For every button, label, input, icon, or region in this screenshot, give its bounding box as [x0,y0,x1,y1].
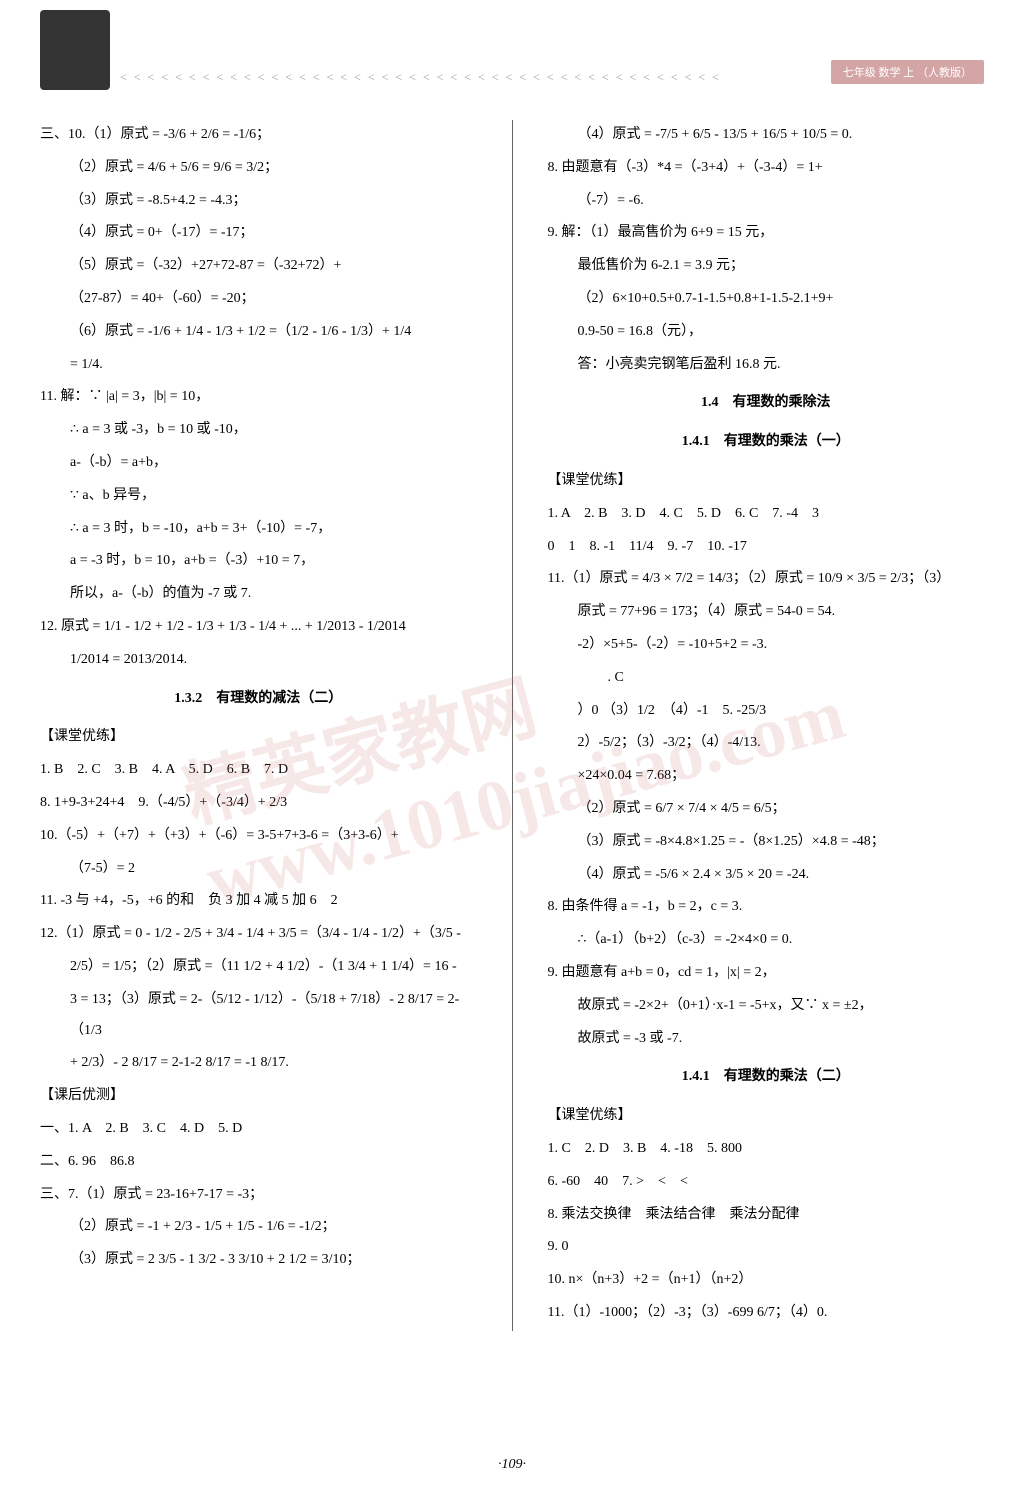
answer-line: （2）原式 = -1 + 2/3 - 1/5 + 1/5 - 1/6 = -1/… [40,1212,477,1243]
answer-line: 0 1 8. -1 11/4 9. -7 10. -17 [548,532,985,563]
answer-line: + 2/3）- 2 8/17 = 2-1-2 8/17 = -1 8/17. [40,1048,477,1079]
answer-line: （27-87）= 40+（-60）= -20； [40,284,477,315]
section-label: 【课堂优练】 [548,466,985,497]
answer-line: 8. 1+9-3+24+4 9.（-4/5）+（-3/4）+ 2/3 [40,788,477,819]
section-heading: 1.3.2 有理数的减法（二） [40,684,477,715]
answer-line: 11. -3 与 +4，-5，+6 的和 负 3 加 4 减 5 加 6 2 [40,886,477,917]
answer-line: 11. 解：∵ |a| = 3，|b| = 10， [40,382,477,413]
section-heading: 1.4.1 有理数的乘法（二） [548,1062,985,1093]
answer-line: 三、7.（1）原式 = 23-16+7-17 = -3； [40,1180,477,1211]
answer-line: 2）-5/2；（3）-3/2；（4）-4/13. [548,728,985,759]
answer-line: 12. 原式 = 1/1 - 1/2 + 1/2 - 1/3 + 1/3 - 1… [40,612,477,643]
section-heading: 1.4.1 有理数的乘法（一） [548,427,985,458]
answer-line: ∴（a-1）（b+2）（c-3）= -2×4×0 = 0. [548,925,985,956]
answer-line: = 1/4. [40,350,477,381]
answer-line: 原式 = 77+96 = 173；（4）原式 = 54-0 = 54. [548,597,985,628]
answer-line: 故原式 = -2×2+（0+1）·x-1 = -5+x，又∵ x = ±2， [548,991,985,1022]
answer-line: 1. B 2. C 3. B 4. A 5. D 6. B 7. D [40,755,477,786]
answer-line: （4）原式 = -5/6 × 2.4 × 3/5 × 20 = -24. [548,860,985,891]
answer-line: 11.（1）-1000；（2）-3；（3）-699 6/7；（4）0. [548,1298,985,1329]
answer-line: 1/2014 = 2013/2014. [40,645,477,676]
answer-line: （6）原式 = -1/6 + 1/4 - 1/3 + 1/2 =（1/2 - 1… [40,317,477,348]
section-heading: 1.4 有理数的乘除法 [548,388,985,419]
answer-line: a-（-b）= a+b， [40,448,477,479]
grade-badge: 七年级 数学 上 （人教版） [831,60,984,84]
page-number: ·109· [498,1457,526,1473]
answer-line: a = -3 时，b = 10，a+b =（-3）+10 = 7， [40,546,477,577]
answer-line: （3）原式 = 2 3/5 - 1 3/2 - 3 3/10 + 2 1/2 =… [40,1245,477,1276]
answer-line: 故原式 = -3 或 -7. [548,1024,985,1055]
answer-line: 8. 由题意有（-3）*4 =（-3+4）+（-3-4）= 1+ [548,153,985,184]
answer-line: 二、6. 96 86.8 [40,1147,477,1178]
answer-line: 1. A 2. B 3. D 4. C 5. D 6. C 7. -4 3 [548,499,985,530]
answer-line: 9. 0 [548,1232,985,1263]
answer-line: 11.（1）原式 = 4/3 × 7/2 = 14/3；（2）原式 = 10/9… [548,564,985,595]
answer-line: （4）原式 = 0+（-17）= -17； [40,218,477,249]
answer-line: ∵ a、b 异号， [40,481,477,512]
answer-line: （2）原式 = 4/6 + 5/6 = 9/6 = 3/2； [40,153,477,184]
answer-line: （3）原式 = -8×4.8×1.25 = -（8×1.25）×4.8 = -4… [548,827,985,858]
answer-line: （-7）= -6. [548,186,985,217]
answer-line: 10.（-5）+（+7）+（+3）+（-6）= 3-5+7+3-6 =（3+3-… [40,821,477,852]
left-column: 三、10.（1）原式 = -3/6 + 2/6 = -1/6； （2）原式 = … [40,120,477,1331]
answer-line: 6. -60 40 7. > < < [548,1167,985,1198]
answer-line: 所以，a-（-b）的值为 -7 或 7. [40,579,477,610]
answer-line: ）0 （3）1/2 （4）-1 5. -25/3 [548,696,985,727]
answer-line: ∴ a = 3 或 -3，b = 10 或 -10， [40,415,477,446]
answer-line: 最低售价为 6-2.1 = 3.9 元； [548,251,985,282]
section-label: 【课堂优练】 [548,1101,985,1132]
answer-line: 3 = 13；（3）原式 = 2-（5/12 - 1/12）-（5/18 + 7… [40,985,477,1047]
section-label: 【课堂优练】 [40,722,477,753]
section-label: 【课后优测】 [40,1081,477,1112]
answer-line: （4）原式 = -7/5 + 6/5 - 13/5 + 16/5 + 10/5 … [548,120,985,151]
answer-line: （7-5）= 2 [40,854,477,885]
answer-line: 一、1. A 2. B 3. C 4. D 5. D [40,1114,477,1145]
answer-line: 8. 乘法交换律 乘法结合律 乘法分配律 [548,1200,985,1231]
column-divider [512,120,513,1331]
right-column: （4）原式 = -7/5 + 6/5 - 13/5 + 16/5 + 10/5 … [548,120,985,1331]
answer-line: （3）原式 = -8.5+4.2 = -4.3； [40,186,477,217]
answer-line: 0.9-50 = 16.8（元）， [548,317,985,348]
answer-line: 9. 解：（1）最高售价为 6+9 = 15 元， [548,218,985,249]
answer-line: 答：小亮卖完钢笔后盈利 16.8 元. [548,350,985,381]
page-header: < < < < < < < < < < < < < < < < < < < < … [0,0,1024,100]
answer-line: ×24×0.04 = 7.68； [548,761,985,792]
answer-line: . C [548,663,985,694]
answer-line: 10. n×（n+3）+2 =（n+1）（n+2） [548,1265,985,1296]
answer-line: 12.（1）原式 = 0 - 1/2 - 2/5 + 3/4 - 1/4 + 3… [40,919,477,950]
answer-line: 8. 由条件得 a = -1，b = 2，c = 3. [548,892,985,923]
answer-line: 1. C 2. D 3. B 4. -18 5. 800 [548,1134,985,1165]
answer-line: 2/5）= 1/5；（2）原式 =（11 1/2 + 4 1/2）-（1 3/4… [40,952,477,983]
main-content: 三、10.（1）原式 = -3/6 + 2/6 = -1/6； （2）原式 = … [0,100,1024,1351]
answer-line: -2）×5+5-（-2）= -10+5+2 = -3. [548,630,985,661]
answer-line: （2）6×10+0.5+0.7-1-1.5+0.8+1-1.5-2.1+9+ [548,284,985,315]
book-icon [40,10,110,90]
answer-line: ∴ a = 3 时，b = -10，a+b = 3+（-10）= -7， [40,514,477,545]
answer-line: （2）原式 = 6/7 × 7/4 × 4/5 = 6/5； [548,794,985,825]
answer-line: 9. 由题意有 a+b = 0，cd = 1，|x| = 2， [548,958,985,989]
answer-line: 三、10.（1）原式 = -3/6 + 2/6 = -1/6； [40,120,477,151]
answer-line: （5）原式 =（-32）+27+72-87 =（-32+72）+ [40,251,477,282]
